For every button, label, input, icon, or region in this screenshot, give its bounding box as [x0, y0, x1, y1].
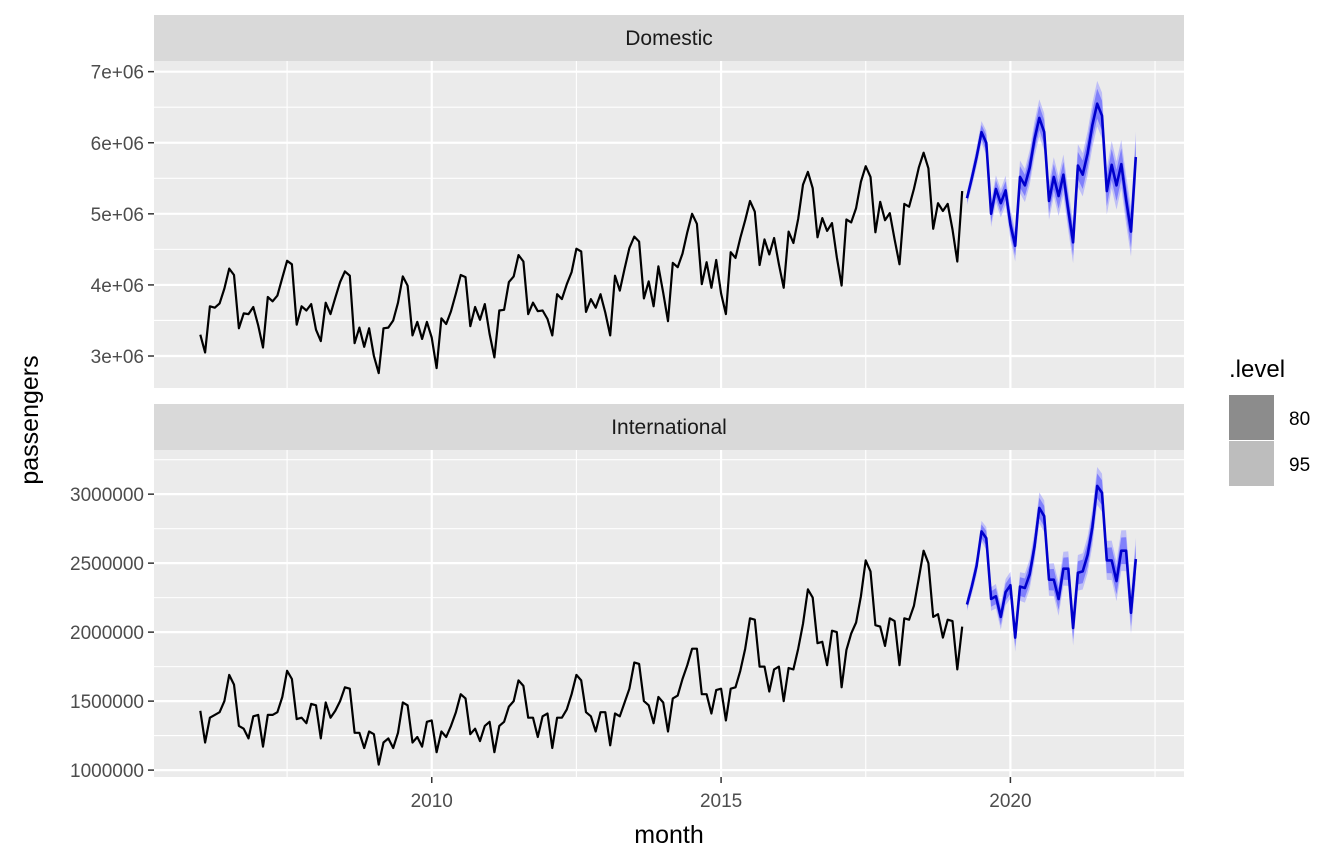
x-tick-label: 2020 [989, 791, 1031, 812]
strip-label: International [611, 416, 727, 439]
y-tick-label: 5e+06 [91, 205, 144, 226]
x-tick-label: 2015 [700, 791, 742, 812]
strip-label: Domestic [625, 27, 713, 50]
y-tick-label: 4e+06 [91, 276, 144, 297]
legend-title: .level [1229, 356, 1285, 383]
legend-key-95 [1229, 441, 1274, 486]
legend-key-80 [1229, 395, 1274, 440]
history-line [199, 549, 964, 766]
strip-background [154, 15, 1184, 61]
y-tick-label: 7e+06 [91, 63, 144, 84]
panel-international: International 1000000 1500000 2000000 250000… [70, 404, 1184, 812]
y-tick-label: 1000000 [70, 761, 144, 782]
y-axis-title: passengers [16, 355, 44, 484]
forecast-line [965, 102, 1138, 248]
history-line [199, 151, 964, 375]
legend-label-95: 95 [1289, 455, 1310, 476]
y-tick-label: 6e+06 [91, 134, 144, 155]
y-tick-label: 1500000 [70, 692, 144, 713]
y-tick-label: 3e+06 [91, 347, 144, 368]
y-tick-label: 2500000 [70, 554, 144, 575]
x-tick-label: 2010 [411, 791, 453, 812]
y-tick-label: 2000000 [70, 623, 144, 644]
forecast-line [965, 484, 1138, 639]
legend-label-80: 80 [1289, 409, 1310, 430]
y-tick-label: 3000000 [70, 485, 144, 506]
panel-domestic: Domestic 3e+06 4e+06 5e+06 6e+06 7e+06 [91, 15, 1184, 388]
strip-background [154, 404, 1184, 450]
panel-background [154, 61, 1184, 388]
panels-layer: Domestic 3e+06 4e+06 5e+06 6e+06 7e+06 Interna… [70, 15, 1184, 812]
legend: .level 80 95 [1229, 356, 1310, 486]
x-axis-title: month [634, 821, 703, 849]
